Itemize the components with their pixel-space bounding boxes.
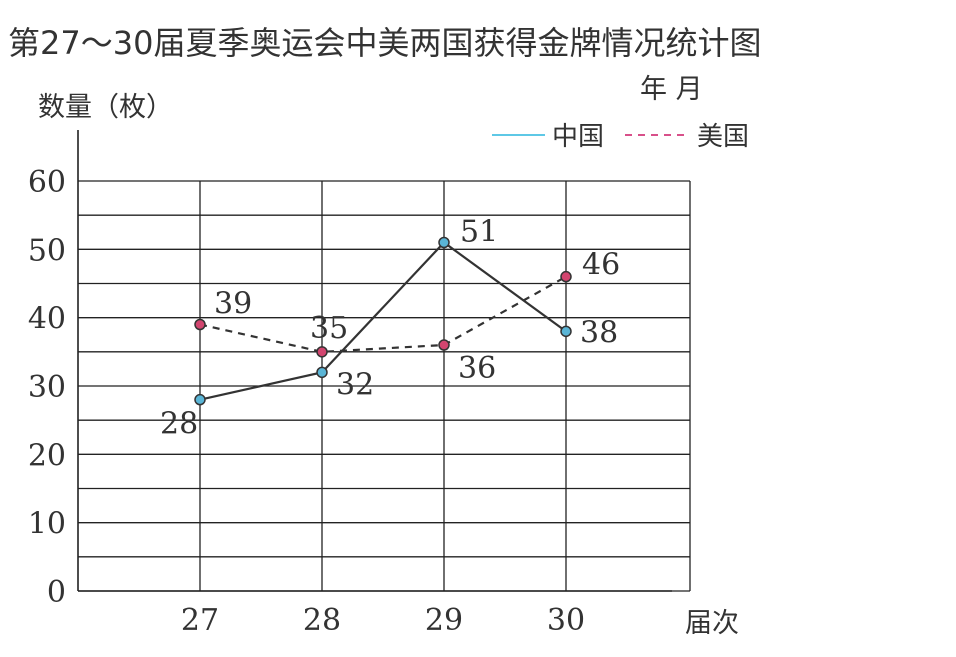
data-label: 39 [214, 287, 252, 322]
data-point-0 [560, 325, 572, 338]
date-note: 年 月 [640, 74, 703, 105]
series-layer [194, 236, 572, 406]
x-tick-label: 27 [181, 603, 219, 638]
data-label: 36 [458, 351, 496, 386]
data-point-1 [194, 318, 206, 331]
legend: 中国 美国 [492, 122, 749, 152]
chart-title: 第27～30届夏季奥运会中美两国获得金牌情况统计图 [8, 24, 761, 62]
data-point-0 [438, 236, 450, 249]
series-line-1 [199, 275, 567, 353]
data-label: 38 [580, 315, 618, 350]
data-point-0 [194, 393, 206, 406]
data-label: 46 [582, 248, 620, 283]
data-label: 28 [160, 407, 198, 442]
x-tick-labels: 27 28 29 30 [181, 603, 585, 638]
y-tick-label: 0 [47, 575, 66, 610]
legend-label-usa: 美国 [697, 122, 749, 152]
data-point-1 [438, 339, 450, 351]
x-axis-label: 届次 [685, 608, 739, 639]
data-point-1 [560, 270, 572, 283]
series-line-0 [199, 241, 567, 401]
x-tick-label: 28 [303, 603, 341, 638]
y-tick-labels: 0 10 20 30 40 50 60 [28, 165, 66, 610]
x-tick-label: 30 [547, 603, 585, 638]
y-tick-label: 20 [28, 438, 66, 473]
grid [78, 180, 691, 592]
y-tick-label: 40 [28, 302, 66, 337]
y-tick-label: 30 [28, 370, 66, 405]
axes [77, 130, 672, 592]
y-axis-label: 数量（枚） [38, 92, 173, 123]
data-point-0 [316, 366, 328, 379]
data-labels: 28 32 51 38 39 35 36 46 [160, 215, 620, 442]
x-tick-label: 29 [425, 603, 463, 638]
data-label: 51 [460, 215, 498, 250]
data-label: 32 [336, 367, 374, 402]
data-point-1 [316, 346, 328, 358]
y-tick-label: 60 [28, 165, 66, 200]
y-tick-label: 10 [28, 507, 66, 542]
data-label: 35 [310, 311, 348, 346]
y-tick-label: 50 [28, 233, 66, 268]
legend-label-china: 中国 [552, 122, 604, 152]
